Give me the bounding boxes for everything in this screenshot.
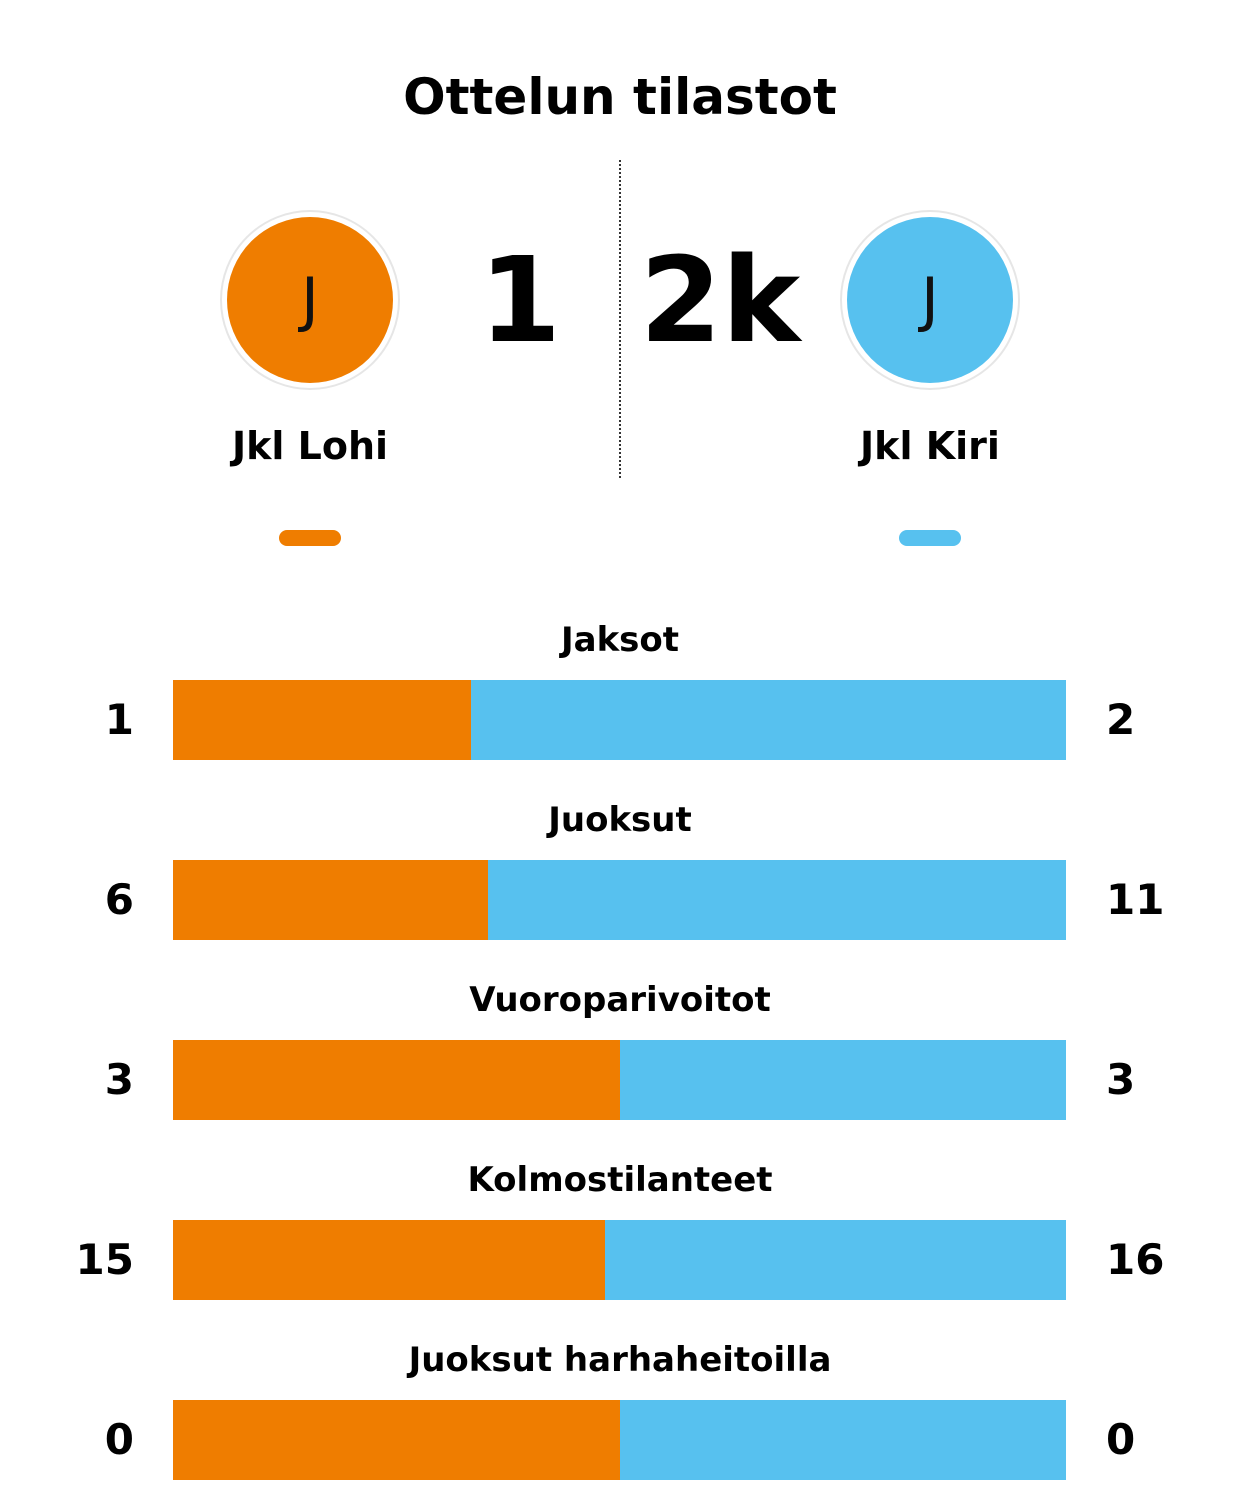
stat-bar (173, 1040, 1066, 1120)
home-stat-value: 1 (104, 695, 134, 744)
away-stat-value: 0 (1106, 1415, 1136, 1464)
home-stat-value: 6 (104, 875, 134, 924)
away-team-color-marker (899, 530, 961, 546)
away-stat-value: 2 (1106, 695, 1136, 744)
home-stat-value: 0 (104, 1415, 134, 1464)
center-divider (619, 160, 621, 478)
stat-label: Juoksut harhaheitoilla (408, 1340, 832, 1380)
away-team-score: 2k (639, 231, 801, 369)
stat-bar (173, 680, 1066, 760)
stat-bar (173, 1400, 1066, 1480)
home-stat-bar (173, 860, 489, 940)
away-stat-bar (605, 1220, 1066, 1300)
away-stat-value: 3 (1106, 1055, 1136, 1104)
home-stat-value: 3 (104, 1055, 134, 1104)
away-stat-value: 11 (1106, 875, 1165, 924)
home-team-score: 1 (478, 231, 562, 369)
stat-label: Juoksut (548, 800, 692, 840)
home-team-logo-letter: J (227, 217, 393, 383)
stat-label: Vuoroparivoitot (469, 980, 771, 1020)
stat-label: Jaksot (560, 620, 680, 660)
away-stat-value: 16 (1106, 1235, 1165, 1284)
away-stat-bar (619, 1400, 1066, 1480)
home-stat-bar (173, 1400, 620, 1480)
home-team-logo: J (220, 210, 400, 390)
stat-row: Juoksut harhaheitoilla 0 0 (0, 1340, 1240, 1500)
home-stat-value: 15 (75, 1235, 134, 1284)
stat-bar (173, 860, 1066, 940)
away-team-logo: J (840, 210, 1020, 390)
away-stat-bar (470, 680, 1066, 760)
page-title: Ottelun tilastot (403, 68, 837, 126)
stat-row: Juoksut 6 11 (0, 800, 1240, 980)
away-team-logo-letter: J (847, 217, 1013, 383)
home-team-name: Jkl Lohi (231, 424, 389, 468)
home-stat-bar (173, 1040, 620, 1120)
away-stat-bar (488, 860, 1066, 940)
stat-row: Kolmostilanteet 15 16 (0, 1160, 1240, 1340)
home-stat-bar (173, 680, 471, 760)
away-team-name: Jkl Kiri (860, 424, 1000, 468)
stat-label: Kolmostilanteet (467, 1160, 773, 1200)
home-stat-bar (173, 1220, 606, 1300)
stat-row: Vuoroparivoitot 3 3 (0, 980, 1240, 1160)
stat-row: Jaksot 1 2 (0, 620, 1240, 800)
away-stat-bar (619, 1040, 1066, 1120)
home-team-color-marker (279, 530, 341, 546)
stat-bar (173, 1220, 1066, 1300)
